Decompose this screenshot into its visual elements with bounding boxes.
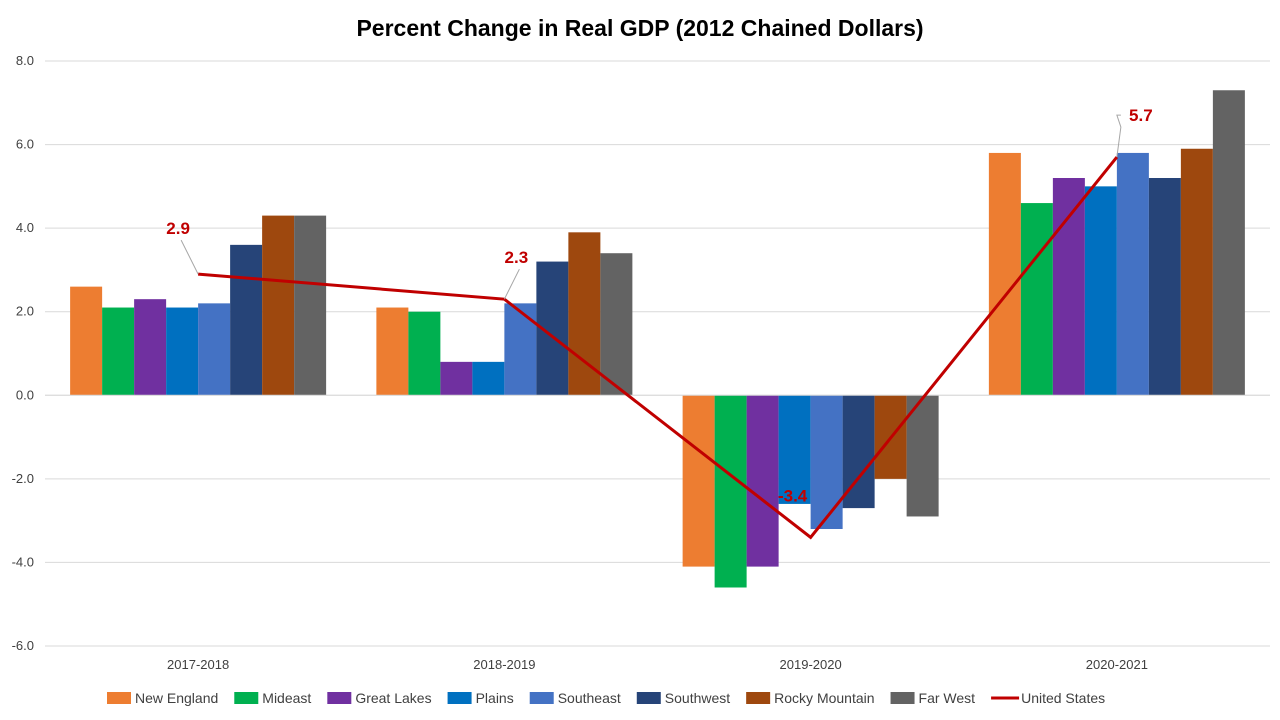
bar-plains-2019-2020 [778,395,811,504]
legend-label: New England [135,690,218,706]
legend-item-southeast: Southeast [529,690,621,706]
legend-label: Southeast [558,690,621,706]
data-label-leader-line [1116,114,1122,158]
category-label: 2018-2019 [473,657,535,672]
bar-new-england-2018-2019 [376,307,409,396]
legend-label: Great Lakes [355,690,431,706]
y-tick-label: 6.0 [16,137,34,152]
bar-great-lakes-2020-2021 [1052,178,1085,396]
bar-far-west-2018-2019 [600,253,633,396]
bar-new-england-2019-2020 [682,395,715,567]
legend-label: Rocky Mountain [774,690,874,706]
bar-far-west-2017-2018 [294,215,327,396]
y-axis-tick-labels: 8.0 6.0 4.0 2.0 0.0 -2.0 -4.0 -6.0 [12,53,34,653]
data-label-leader-line [503,268,520,300]
bar-southeast-2019-2020 [810,395,843,529]
legend-swatch [107,692,131,704]
bar-rocky-mountain-2020-2021 [1180,148,1213,396]
united-states-data-label: 2.3 [505,248,529,267]
bar-great-lakes-2017-2018 [134,299,167,396]
legend-item-new-england: New England [107,690,218,706]
legend-swatch [636,692,661,704]
bar-southeast-2020-2021 [1116,152,1149,396]
bar-plains-2018-2019 [472,361,505,396]
legend-item-united-states: United States [991,690,1105,706]
legend-label: Mideast [262,690,311,706]
united-states-series-line [198,156,1119,540]
bar-plains-2017-2018 [166,307,199,396]
bar-southwest-2017-2018 [230,244,263,396]
y-tick-label: -6.0 [12,638,34,653]
legend-item-mideast: Mideast [234,690,311,706]
legend-swatch [327,692,352,704]
legend-label: United States [1021,690,1105,706]
bar-mideast-2018-2019 [408,311,441,396]
bar-mideast-2019-2020 [714,395,747,588]
bar-new-england-2020-2021 [988,152,1021,396]
category-label: 2020-2021 [1086,657,1148,672]
bar-southeast-2018-2019 [504,303,537,396]
category-label: 2019-2020 [780,657,842,672]
united-states-data-label: 2.9 [166,219,190,238]
y-tick-label: 0.0 [16,387,34,402]
legend-swatch [746,692,771,704]
y-tick-label: -2.0 [12,471,34,486]
bars [70,90,1245,588]
legend-item-southwest: Southwest [636,690,730,706]
bar-far-west-2019-2020 [906,395,939,517]
legend-item-rocky-mountain: Rocky Mountain [746,690,875,706]
bar-southwest-2020-2021 [1148,178,1181,396]
bar-new-england-2017-2018 [70,286,103,396]
bar-mideast-2020-2021 [1020,203,1053,396]
legend-swatch [234,692,259,704]
legend-label: Southwest [665,690,730,706]
bar-plains-2020-2021 [1084,186,1117,396]
legend-item-far-west: Far West [890,690,976,706]
bar-far-west-2020-2021 [1212,90,1245,396]
legend: New England Mideast Great Lakes Plains South… [107,690,1105,706]
legend-swatch [447,692,472,704]
bar-southeast-2017-2018 [198,303,231,396]
legend-label: Far West [919,690,976,706]
y-tick-label: -4.0 [12,554,34,569]
bar-great-lakes-2018-2019 [440,361,473,396]
x-axis-category-labels: 2017-2018 2018-2019 2019-2020 2020-2021 [167,657,1148,672]
legend-item-plains: Plains [447,690,514,706]
legend-swatch [890,692,915,704]
united-states-data-label: 5.7 [1129,106,1153,125]
legend-item-great-lakes: Great Lakes [327,690,432,706]
category-label: 2017-2018 [167,657,229,672]
legend-swatch [529,692,554,704]
united-states-data-label: -3.4 [778,486,808,505]
bar-rocky-mountain-2017-2018 [262,215,295,396]
data-label-leader-line [180,239,199,275]
legend-label: Plains [476,690,514,706]
y-tick-label: 8.0 [16,53,34,68]
chart-title: Percent Change in Real GDP (2012 Chained… [356,15,923,41]
bar-mideast-2017-2018 [102,307,135,396]
bar-great-lakes-2019-2020 [746,395,779,567]
y-tick-label: 4.0 [16,220,34,235]
united-states-line: 2.9 2.3 -3.4 5.7 [166,106,1153,540]
y-tick-label: 2.0 [16,304,34,319]
